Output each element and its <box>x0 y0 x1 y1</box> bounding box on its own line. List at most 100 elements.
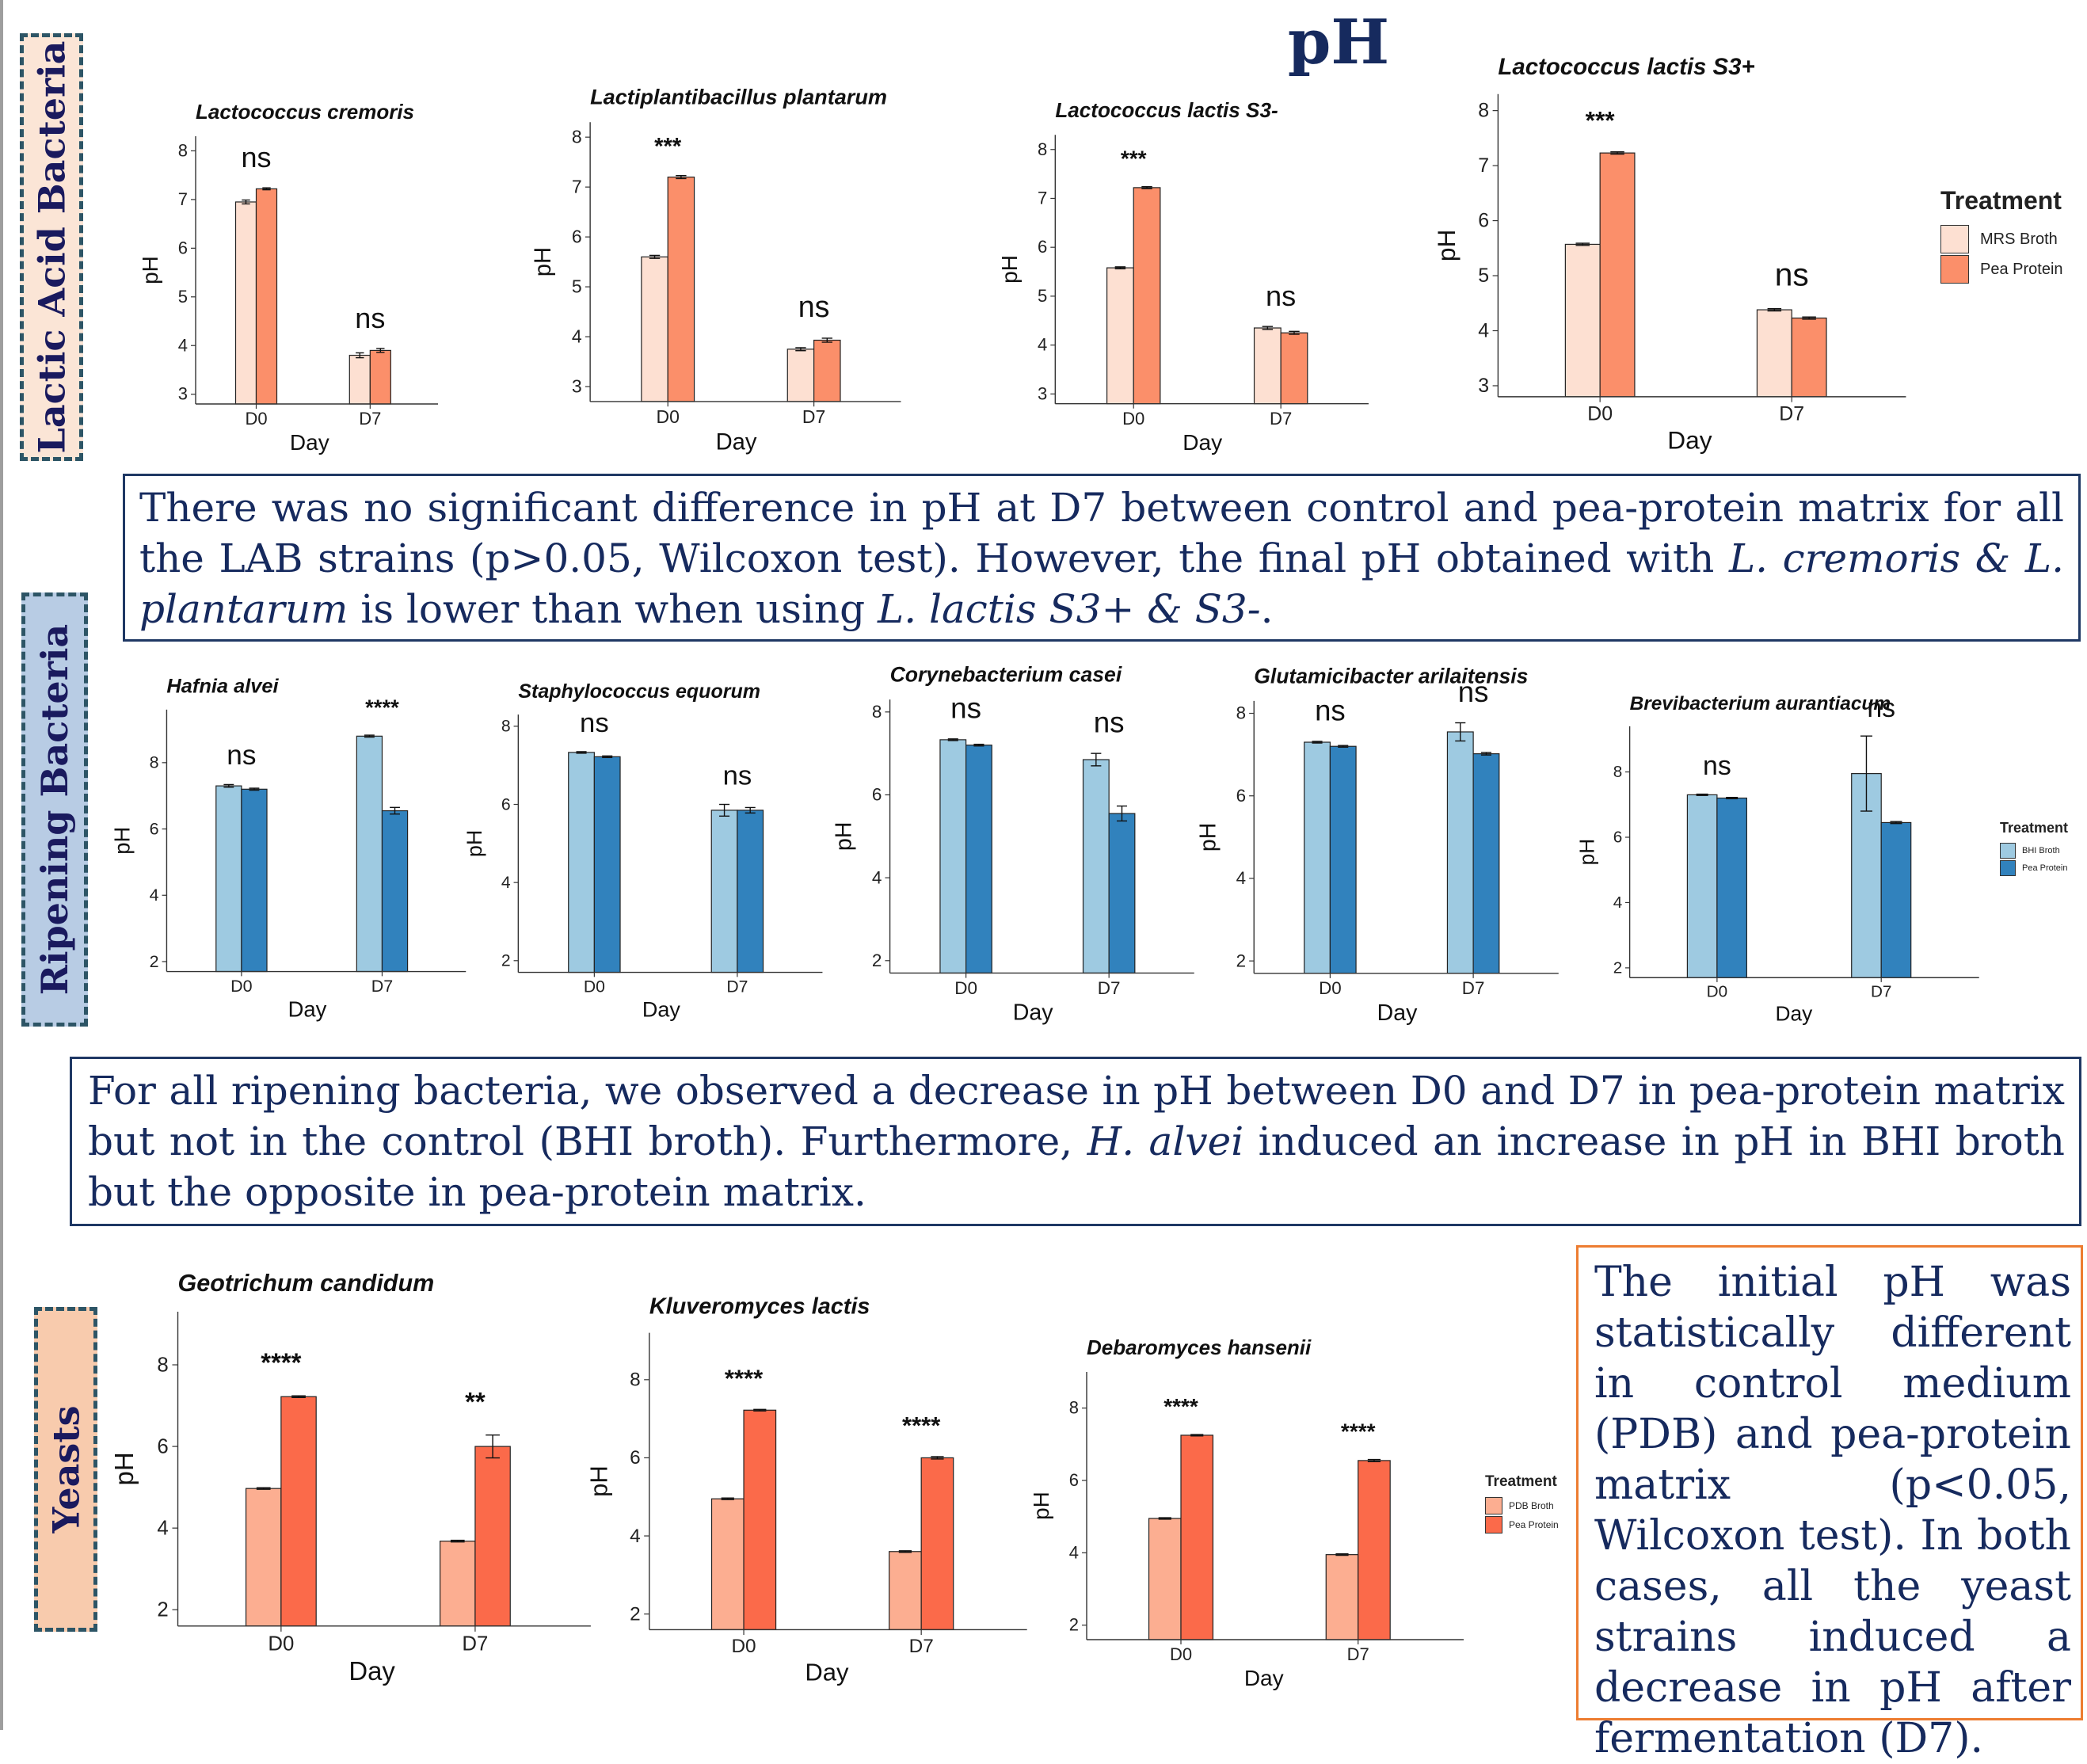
bar <box>667 176 695 402</box>
bar <box>889 1551 922 1630</box>
x-axis-label: Day <box>290 430 329 455</box>
y-tick-label: 2 <box>150 952 159 971</box>
text-lab-part: There was no significant difference in p… <box>139 485 2064 581</box>
y-tick-label: 4 <box>157 1517 168 1539</box>
y-axis-label: pH <box>1029 1492 1053 1520</box>
significance-label: ns <box>227 740 256 771</box>
legend-ripening-item: Pea Protein <box>2000 860 2083 876</box>
chart-yeast-debaromyces: Debaromyces hansenii **** D0 **** D7 2 4 6 8 Day p… <box>1029 1335 1464 1690</box>
text-ripening-part: induced an increase in pH in BHI broth b… <box>88 1118 2065 1215</box>
x-tick-label: D7 <box>1347 1644 1369 1664</box>
bar <box>215 785 242 973</box>
y-axis-label: pH <box>463 830 486 858</box>
y-tick-label: 2 <box>501 952 511 970</box>
legend-ripening: Treatment BHI Broth Pea Protein <box>2000 820 2083 883</box>
text-lab-italic: L. cremoris & L. plantarum <box>139 535 2064 632</box>
bar <box>813 339 841 402</box>
chart-title: Debaromyces hansenii <box>1087 1335 1312 1359</box>
y-tick-label: 6 <box>178 238 188 257</box>
y-tick-label: 4 <box>1069 1542 1079 1562</box>
y-axis-label: pH <box>832 822 857 852</box>
significance-label: ns <box>1315 695 1346 727</box>
x-tick-label: D0 <box>1170 1644 1192 1664</box>
significance-label: ns <box>950 692 981 724</box>
x-tick-label: D0 <box>268 1633 294 1655</box>
text-box-ripening: For all ripening bacteria, we observed a… <box>70 1057 2081 1226</box>
chart-rip-glutamicibacter: Glutamicibacter arilaitensisnsD0nsD72468… <box>1195 665 1559 1026</box>
y-tick-label: 8 <box>157 1354 168 1376</box>
bar <box>280 1396 317 1627</box>
bar <box>743 1409 777 1630</box>
bar <box>568 752 595 973</box>
y-tick-label: 5 <box>1038 286 1047 306</box>
legend-ripening-label: Pea Protein <box>2022 863 2068 873</box>
bar <box>234 201 257 405</box>
section-label-ripening: Ripening Bacteria <box>21 592 88 1027</box>
y-tick-label: 2 <box>630 1603 641 1625</box>
legend-yeasts: Treatment PDB Broth Pea Protein <box>1485 1473 1576 1537</box>
chart-title: Corynebacterium casei <box>890 663 1122 687</box>
bar <box>641 256 668 402</box>
bar <box>1756 309 1792 398</box>
legend-ripening-label: BHI Broth <box>2022 846 2060 855</box>
x-axis-label: Day <box>348 1656 395 1686</box>
y-tick-label: 2 <box>157 1598 168 1621</box>
y-tick-label: 7 <box>178 189 188 209</box>
y-tick-label: 4 <box>1236 868 1246 888</box>
legend-ripening-item: BHI Broth <box>2000 843 2083 859</box>
x-tick-label: D0 <box>584 978 605 996</box>
y-tick-label: 5 <box>1478 265 1489 287</box>
x-tick-label: D7 <box>1462 978 1485 998</box>
y-tick-label: 4 <box>1478 319 1489 341</box>
legend-lab-item: Pea Protein <box>1940 255 2083 284</box>
significance-label: ** <box>465 1387 486 1416</box>
bar <box>593 756 621 973</box>
x-tick-label: D0 <box>1707 983 1727 1001</box>
legend-lab-label: Pea Protein <box>1980 260 2063 278</box>
legend-lab-label: MRS Broth <box>1980 230 2058 248</box>
bar <box>1148 1518 1182 1640</box>
bar <box>381 810 409 973</box>
bar <box>1253 327 1282 405</box>
y-axis-label: pH <box>138 256 162 284</box>
bar <box>1180 1434 1214 1640</box>
x-tick-label: D0 <box>954 978 977 998</box>
chart-lab-cremoris: Lactococcus cremoris ns D0 ns D7 3 4 5 6 7 8 Day pH <box>138 100 438 455</box>
text-box-lab: There was no significant difference in p… <box>123 474 2081 642</box>
x-tick-label: D0 <box>245 409 267 429</box>
y-tick-label: 4 <box>178 335 188 355</box>
y-axis-label: pH <box>997 255 1022 284</box>
x-tick-label: D0 <box>1587 402 1613 425</box>
x-tick-label: D7 <box>1871 983 1891 1001</box>
bar <box>1082 759 1110 974</box>
legend-lab: Treatment MRS Broth Pea Protein <box>1940 186 2083 297</box>
bar <box>369 349 391 405</box>
y-axis-label: pH <box>1432 230 1461 262</box>
x-axis-label: Day <box>1013 1000 1054 1026</box>
chart-title: Staphylococcus equorum <box>518 680 760 703</box>
bar <box>710 1498 745 1630</box>
x-tick-label: D7 <box>1098 978 1121 998</box>
text-ripening-part: For all ripening bacteria, we observed a… <box>88 1068 2065 1164</box>
significance-label: ns <box>1266 280 1296 312</box>
bar <box>245 1488 282 1627</box>
y-tick-label: 6 <box>1478 209 1489 231</box>
y-tick-label: 8 <box>178 140 188 160</box>
significance-label: **** <box>725 1364 764 1392</box>
significance-label: *** <box>1586 105 1616 134</box>
y-tick-label: 6 <box>872 785 882 805</box>
legend-yeasts-item: Pea Protein <box>1485 1516 1576 1533</box>
significance-label: **** <box>261 1348 301 1377</box>
significance-label: **** <box>1163 1394 1198 1419</box>
significance-label: ns <box>241 141 271 173</box>
chart-rip-hafnia: Hafnia alvei ns D0 **** D7 2 4 6 8 Day pH <box>109 675 467 1021</box>
section-label-lab: Lactic Acid Bacteria <box>20 33 83 461</box>
y-tick-label: 8 <box>872 702 882 722</box>
x-tick-label: D0 <box>1319 978 1342 998</box>
x-tick-label: D7 <box>1779 402 1804 425</box>
significance-label: ns <box>1775 256 1809 292</box>
x-tick-label: D7 <box>1270 409 1292 429</box>
chart-title: Lactococcus cremoris <box>196 100 414 124</box>
bar <box>1304 741 1331 974</box>
significance-label: **** <box>902 1412 941 1439</box>
